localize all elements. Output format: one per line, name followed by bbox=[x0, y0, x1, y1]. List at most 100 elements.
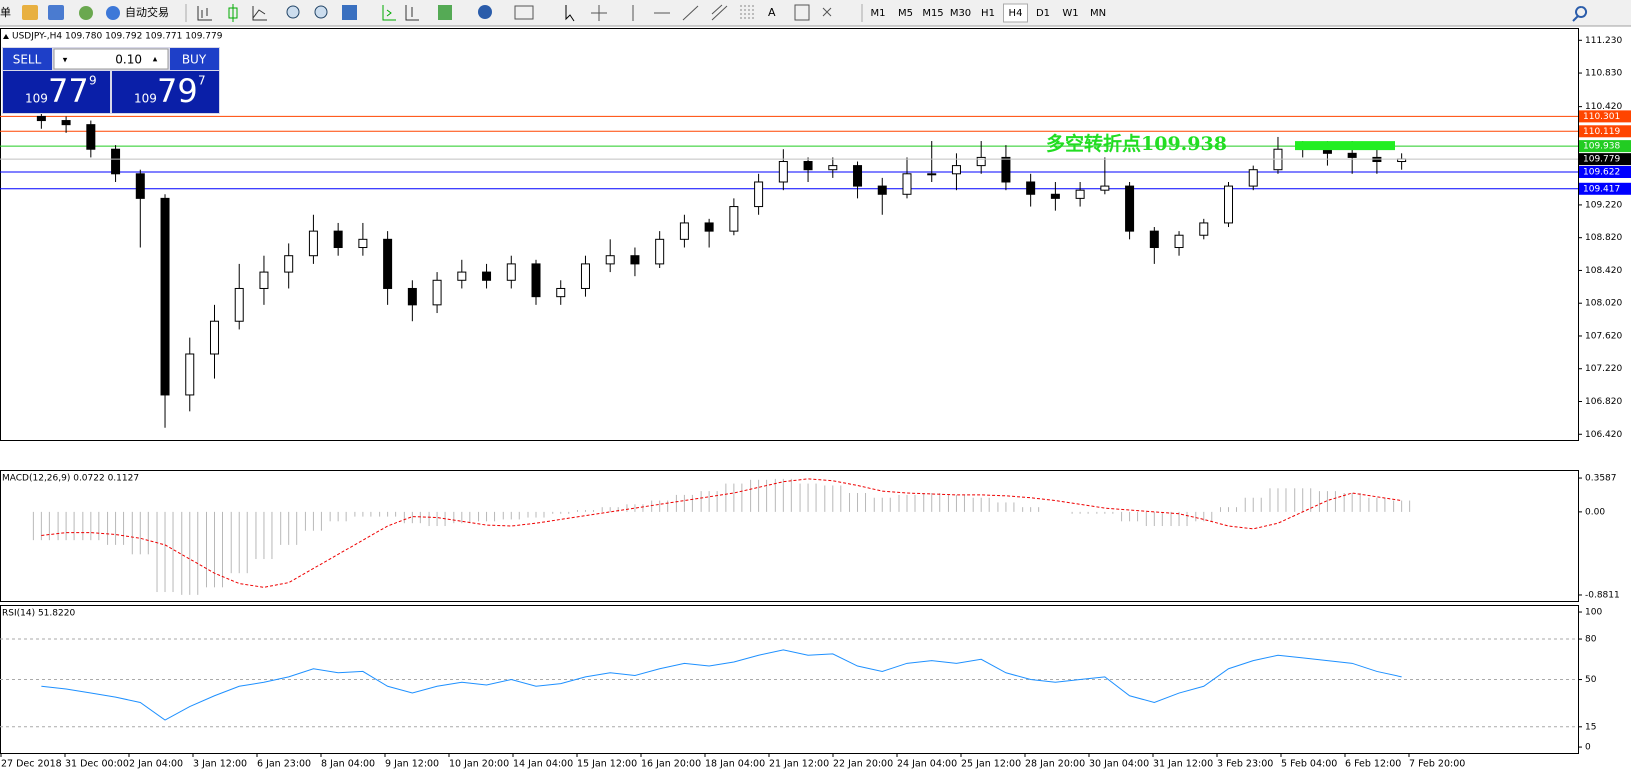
candle-body bbox=[630, 255, 640, 265]
x-tick-label: 30 Jan 04:00 bbox=[1089, 759, 1149, 770]
channel-icon[interactable] bbox=[711, 4, 728, 21]
y-tick-label: 107.620 bbox=[1585, 331, 1622, 341]
toolbar: 单 自动交易 A M1 M5 M15 M30 H1 H4 D1 W1 MN bbox=[0, 0, 1631, 27]
x-tick-label: 9 Jan 12:00 bbox=[385, 759, 439, 770]
x-tick-label: 3 Jan 12:00 bbox=[193, 759, 247, 770]
candle-body bbox=[185, 353, 195, 396]
timeframe-button[interactable]: M15 bbox=[922, 8, 943, 19]
buy-label[interactable]: BUY bbox=[182, 53, 207, 67]
sell-label[interactable]: SELL bbox=[13, 53, 42, 67]
arrows-icon[interactable] bbox=[822, 7, 832, 17]
tile-icon[interactable] bbox=[342, 5, 357, 20]
buy-button[interactable] bbox=[170, 48, 219, 70]
x-tick-label: 3 Feb 23:00 bbox=[1217, 759, 1273, 770]
autotrade-icon[interactable] bbox=[106, 6, 120, 20]
level-tag bbox=[1579, 110, 1631, 123]
buy-handle[interactable]: 109 bbox=[134, 92, 157, 106]
level-label: 109.622 bbox=[1583, 167, 1620, 177]
buy-price-box[interactable] bbox=[112, 71, 219, 113]
level-label: 109.938 bbox=[1583, 142, 1620, 152]
candle-body bbox=[1199, 222, 1209, 236]
timeframe-button[interactable]: D1 bbox=[1036, 8, 1050, 19]
y-tick-label: 110.420 bbox=[1585, 102, 1622, 112]
y-tick-label: 110.830 bbox=[1585, 69, 1622, 79]
sell-button[interactable] bbox=[3, 48, 52, 70]
shift-icon[interactable] bbox=[405, 5, 419, 21]
icon[interactable] bbox=[79, 6, 93, 20]
cursor-icon[interactable] bbox=[565, 5, 575, 22]
sell-big[interactable]: 77 bbox=[48, 72, 89, 110]
timeframe-button[interactable]: MN bbox=[1090, 8, 1106, 19]
candle-body bbox=[729, 206, 739, 232]
template-icon[interactable] bbox=[514, 5, 534, 20]
scroll-icon[interactable] bbox=[382, 5, 396, 21]
candle-body bbox=[61, 120, 71, 126]
level-label: 109.417 bbox=[1583, 184, 1620, 194]
timeframe-button[interactable]: H1 bbox=[981, 8, 995, 19]
lot-down[interactable]: ▾ bbox=[63, 56, 68, 66]
trendline-icon[interactable] bbox=[682, 5, 699, 21]
timeframe-button[interactable]: M5 bbox=[898, 8, 913, 19]
lot-input[interactable] bbox=[53, 48, 169, 70]
zoom-out[interactable] bbox=[314, 5, 328, 19]
candle-body bbox=[209, 320, 219, 355]
y-tick-label: -0.8811 bbox=[1585, 590, 1620, 600]
search-icon[interactable] bbox=[1572, 6, 1588, 22]
candle-body bbox=[308, 230, 318, 257]
sell-price-box[interactable] bbox=[3, 71, 110, 113]
x-tick-label: 10 Jan 20:00 bbox=[449, 759, 509, 770]
y-tick-label: 100 bbox=[1585, 608, 1602, 618]
candle-body bbox=[1075, 189, 1085, 199]
y-tick-label: 111.230 bbox=[1585, 36, 1622, 46]
buy-pip[interactable]: 7 bbox=[198, 74, 206, 88]
active-timeframe[interactable] bbox=[1003, 3, 1028, 23]
indicator-icon[interactable] bbox=[438, 5, 452, 20]
buy-big[interactable]: 79 bbox=[157, 72, 198, 110]
candle-body bbox=[407, 287, 417, 306]
x-tick-label: 14 Jan 04:00 bbox=[513, 759, 573, 770]
bar-chart-icon[interactable] bbox=[197, 6, 212, 21]
x-tick-label: 6 Feb 12:00 bbox=[1345, 759, 1401, 770]
timeframe-button[interactable]: W1 bbox=[1062, 8, 1078, 19]
sell-handle[interactable]: 109 bbox=[25, 92, 48, 106]
timeframe-button[interactable]: H4 bbox=[1009, 8, 1023, 19]
autotrade-button[interactable]: 自动交易 bbox=[125, 5, 169, 19]
toolbar-text[interactable]: 单 bbox=[0, 6, 11, 19]
x-tick-label: 27 Dec 2018 bbox=[1, 759, 62, 770]
timeframes: M1 M5 M15 M30 H1 H4 D1 W1 MN bbox=[871, 3, 1106, 23]
sell-pip[interactable]: 9 bbox=[89, 74, 97, 88]
level-label: 110.301 bbox=[1583, 112, 1620, 122]
x-tick-label: 16 Jan 20:00 bbox=[641, 759, 701, 770]
candle-body bbox=[679, 222, 689, 240]
lot-up[interactable]: ▴ bbox=[153, 55, 158, 65]
x-tick-label: 2 Jan 04:00 bbox=[129, 759, 183, 770]
candle-body bbox=[778, 161, 788, 183]
text-tool[interactable]: A bbox=[768, 6, 776, 19]
x-tick-label: 31 Jan 12:00 bbox=[1153, 759, 1213, 770]
period-icon[interactable] bbox=[478, 5, 492, 19]
candle-body bbox=[506, 263, 516, 281]
indicator-title: MACD(12,26,9) 0.0722 0.1127 bbox=[2, 474, 139, 484]
label-icon[interactable] bbox=[794, 4, 810, 21]
candle-body bbox=[927, 173, 937, 176]
lot-value[interactable]: 0.10 bbox=[115, 53, 142, 67]
timeframe-button[interactable]: M1 bbox=[871, 8, 886, 19]
candle-body bbox=[482, 271, 492, 281]
panel-frame bbox=[0, 470, 1579, 602]
level-tag bbox=[1579, 125, 1631, 138]
y-tick-label: 106.420 bbox=[1585, 430, 1622, 440]
icon[interactable] bbox=[22, 5, 38, 20]
x-tick-label: 28 Jan 20:00 bbox=[1025, 759, 1085, 770]
zoom-in[interactable] bbox=[286, 5, 300, 19]
line-icon[interactable] bbox=[252, 6, 267, 21]
candle-body bbox=[556, 287, 566, 298]
timeframe-button[interactable]: M30 bbox=[950, 8, 971, 19]
level-tag bbox=[1579, 140, 1631, 153]
crosshair-icon[interactable] bbox=[591, 5, 607, 21]
y-tick-label: 50 bbox=[1585, 675, 1597, 685]
x-tick-label: 15 Jan 12:00 bbox=[577, 759, 637, 770]
icon[interactable] bbox=[48, 5, 64, 20]
x-tick-label: 18 Jan 04:00 bbox=[705, 759, 765, 770]
y-tick-label: 108.820 bbox=[1585, 233, 1622, 243]
candle-icon[interactable] bbox=[228, 4, 238, 22]
